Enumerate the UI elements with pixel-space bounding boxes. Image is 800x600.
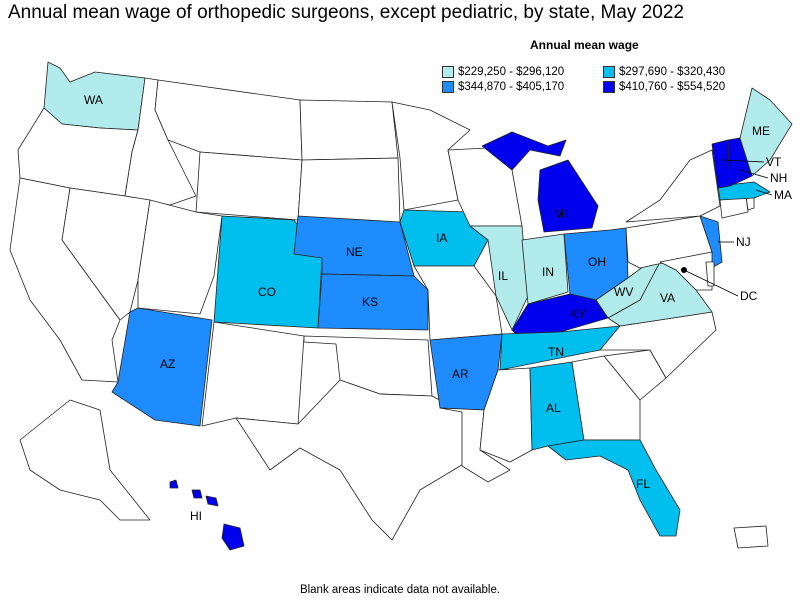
legend-swatch <box>603 81 615 93</box>
state-ny <box>625 149 721 223</box>
state-labels: WA NE IA CO KS AZ AR IL IN OH MI KY TN A… <box>84 93 792 523</box>
label-co: CO <box>258 285 276 299</box>
legend-swatch <box>603 66 615 78</box>
label-hi: HI <box>190 509 202 523</box>
label-me: ME <box>752 124 770 138</box>
state-nj <box>699 215 723 271</box>
label-fl: FL <box>636 477 650 491</box>
state-in <box>521 233 569 305</box>
legend-title: Annual mean wage <box>530 38 639 52</box>
state-wy <box>195 151 303 221</box>
label-ia: IA <box>436 231 447 245</box>
label-ma: MA <box>774 188 792 202</box>
label-wv: WV <box>614 285 633 299</box>
state-ks <box>317 273 429 331</box>
label-nj: NJ <box>736 235 751 249</box>
label-nh: NH <box>770 171 787 185</box>
label-al: AL <box>546 401 561 415</box>
label-tn: TN <box>548 345 564 359</box>
state-ma <box>717 181 771 201</box>
legend-swatch <box>442 81 454 93</box>
dc-marker <box>681 267 687 273</box>
state-mi-up <box>481 131 567 171</box>
label-va: VA <box>660 291 675 305</box>
label-ar: AR <box>452 367 469 381</box>
legend-label: $229,250 - $296,120 <box>458 66 565 78</box>
map-title: Annual mean wage of orthopedic surgeons,… <box>8 2 684 23</box>
state-ut <box>137 199 223 315</box>
legend-item-tier1: $229,250 - $296,120 <box>442 66 564 78</box>
state-ok <box>303 335 433 397</box>
territory-pr <box>733 525 769 549</box>
label-dc: DC <box>740 289 758 303</box>
label-ne: NE <box>346 245 363 259</box>
state-mt <box>154 79 303 161</box>
state-hi-2 <box>191 489 203 499</box>
legend-swatch <box>442 66 454 78</box>
label-ky: KY <box>570 307 586 321</box>
label-il: IL <box>498 269 508 283</box>
state-me <box>739 87 793 177</box>
label-mi: MI <box>554 207 567 221</box>
state-tx <box>235 379 471 541</box>
state-ak <box>19 399 151 521</box>
state-mi <box>537 159 599 233</box>
leader-lines <box>683 159 773 297</box>
state-hi-1 <box>169 479 179 489</box>
legend-label: $344,870 - $405,170 <box>458 81 565 93</box>
state-hi-3 <box>205 495 219 507</box>
state-hi-4 <box>221 523 245 551</box>
label-in: IN <box>542 265 554 279</box>
label-ks: KS <box>362 295 378 309</box>
label-wa: WA <box>84 93 103 107</box>
state-az <box>111 307 213 427</box>
legend-label: $410,760 - $554,520 <box>619 81 726 93</box>
footnote: Blank areas indicate data not available. <box>299 584 501 596</box>
state-nv <box>61 187 151 321</box>
legend-item-tier3: $344,870 - $405,170 <box>442 81 564 93</box>
label-vt: VT <box>766 155 782 169</box>
state-nm <box>201 321 305 427</box>
state-de <box>705 261 715 287</box>
state-ga <box>571 355 641 441</box>
state-nd <box>299 99 399 161</box>
state-fl <box>547 439 681 537</box>
legend-item-tier2: $297,690 - $320,430 <box>603 66 725 78</box>
state-sd <box>297 157 401 223</box>
legend-label: $297,690 - $320,430 <box>619 66 726 78</box>
label-az: AZ <box>160 357 175 371</box>
legend-item-tier4: $410,760 - $554,520 <box>603 81 725 93</box>
label-oh: OH <box>588 255 606 269</box>
